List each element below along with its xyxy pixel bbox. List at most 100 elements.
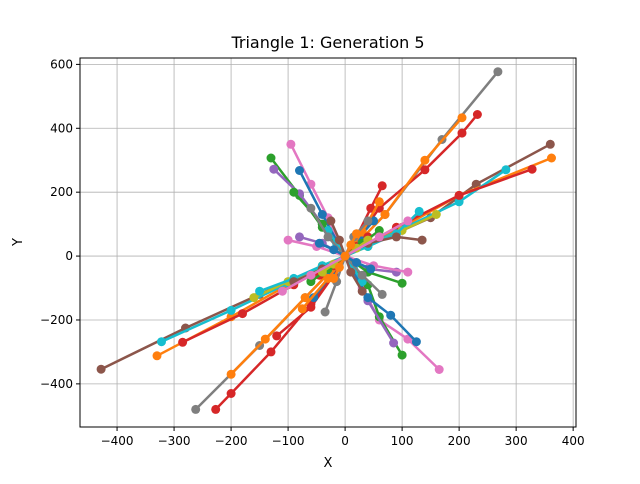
y-tick-label: 0 xyxy=(65,249,73,263)
data-point xyxy=(334,262,344,272)
data-point xyxy=(346,267,356,277)
x-tick-label: 100 xyxy=(391,434,414,448)
data-point xyxy=(266,153,276,163)
data-point xyxy=(397,278,407,288)
data-point xyxy=(306,302,316,312)
data-point xyxy=(391,232,401,242)
data-point xyxy=(403,267,413,277)
data-point xyxy=(295,166,304,175)
data-point xyxy=(417,235,427,245)
x-tick-label: −100 xyxy=(272,434,305,448)
data-point xyxy=(300,293,310,303)
y-tick-label: −400 xyxy=(40,377,73,391)
data-point xyxy=(329,245,339,255)
data-point xyxy=(547,153,556,163)
data-point xyxy=(191,404,201,414)
data-point xyxy=(283,235,293,245)
data-point xyxy=(326,216,336,226)
data-point xyxy=(317,210,327,219)
data-point xyxy=(226,369,236,379)
data-point xyxy=(403,216,413,226)
data-point xyxy=(306,270,316,280)
data-point xyxy=(527,164,537,174)
data-point xyxy=(363,216,373,226)
data-point xyxy=(374,226,384,235)
data-point xyxy=(226,389,236,398)
data-point xyxy=(457,128,467,138)
x-tick-label: 300 xyxy=(505,434,528,448)
y-tick-label: 200 xyxy=(50,185,73,199)
data-point xyxy=(272,331,282,341)
x-tick-label: 200 xyxy=(448,434,471,448)
data-point xyxy=(96,364,106,374)
data-point xyxy=(329,273,339,283)
data-point xyxy=(238,309,247,319)
data-point xyxy=(178,337,188,347)
x-tick-label: −200 xyxy=(215,434,248,448)
series-line xyxy=(298,169,418,343)
grid-lines xyxy=(80,58,576,427)
series-27 xyxy=(326,216,367,296)
data-point xyxy=(297,304,307,314)
y-axis-label: Y xyxy=(11,238,26,247)
data-point xyxy=(357,270,367,280)
axis-ticks: −400 −300 −200 −100 0 100 200 300 400 −400 −200 0 20… xyxy=(40,57,585,448)
data-point xyxy=(152,351,162,361)
data-point xyxy=(472,110,482,119)
x-axis-label: X xyxy=(324,456,333,471)
y-tick-label: 600 xyxy=(50,57,73,71)
data-point xyxy=(434,365,444,374)
data-point xyxy=(295,232,304,242)
data-point xyxy=(454,197,464,207)
data-point xyxy=(306,277,316,287)
data-point xyxy=(397,350,407,360)
x-tick-label: −300 xyxy=(158,434,191,448)
data-point xyxy=(374,197,384,207)
data-point xyxy=(211,404,221,414)
plot-series xyxy=(96,67,556,414)
data-point xyxy=(277,286,287,296)
data-point xyxy=(420,165,430,175)
data-point xyxy=(545,139,555,149)
data-point xyxy=(363,293,373,303)
x-tick-label: −400 xyxy=(101,434,134,448)
data-point xyxy=(380,210,390,219)
data-point xyxy=(357,277,367,287)
data-point xyxy=(377,289,387,299)
data-point xyxy=(374,232,384,242)
data-point xyxy=(260,334,270,344)
data-point xyxy=(454,190,464,200)
data-point xyxy=(377,181,387,191)
data-point xyxy=(226,305,236,315)
data-point xyxy=(357,286,367,296)
data-point xyxy=(340,251,350,261)
data-point xyxy=(289,187,299,197)
x-tick-label: 400 xyxy=(562,434,585,448)
plot-frame xyxy=(79,57,577,428)
data-point xyxy=(157,337,166,347)
data-point xyxy=(320,307,330,317)
data-point xyxy=(249,293,259,303)
data-point xyxy=(414,206,424,216)
x-tick-label: 0 xyxy=(341,434,349,448)
data-point xyxy=(420,155,430,165)
data-point xyxy=(411,337,421,347)
data-point xyxy=(314,238,324,248)
data-point xyxy=(457,113,467,123)
data-point xyxy=(366,264,376,274)
data-point xyxy=(269,164,279,174)
data-point xyxy=(501,165,511,175)
chart-title: Triangle 1: Generation 5 xyxy=(230,33,424,52)
data-point xyxy=(323,232,333,242)
data-point xyxy=(352,258,361,267)
data-point xyxy=(352,229,361,239)
data-point xyxy=(346,240,356,250)
data-point xyxy=(389,338,399,348)
y-tick-label: 400 xyxy=(50,121,73,135)
data-point xyxy=(386,310,396,320)
data-point xyxy=(493,67,503,77)
data-point xyxy=(255,286,265,296)
data-point xyxy=(306,203,316,213)
